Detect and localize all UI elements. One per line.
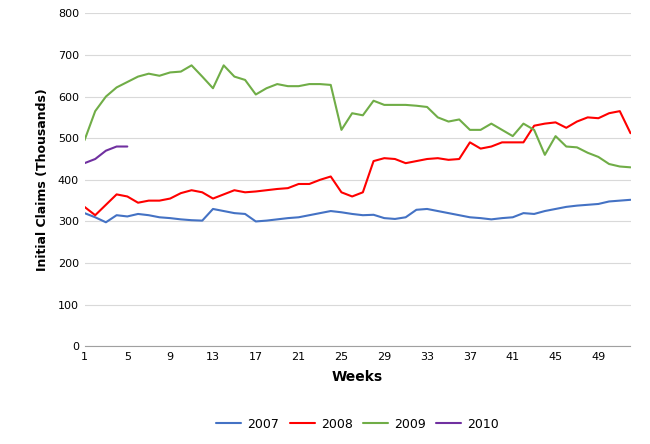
2009 xyxy=(188,63,196,68)
2008 xyxy=(445,157,452,163)
2008 xyxy=(91,213,99,218)
2009 xyxy=(423,104,431,110)
2009 xyxy=(627,165,634,170)
2007 xyxy=(595,201,603,206)
2009 xyxy=(284,83,292,89)
X-axis label: Weeks: Weeks xyxy=(332,370,383,384)
2009 xyxy=(81,138,88,143)
Line: 2007: 2007 xyxy=(84,200,630,222)
2009 xyxy=(124,79,131,85)
2008 xyxy=(627,131,634,136)
2008 xyxy=(81,204,88,210)
2008 xyxy=(284,186,292,191)
2009 xyxy=(445,119,452,124)
Line: 2008: 2008 xyxy=(84,111,630,215)
2007 xyxy=(445,210,452,216)
2010 xyxy=(102,148,110,153)
2009 xyxy=(348,111,356,116)
2008 xyxy=(423,156,431,162)
2010 xyxy=(81,161,88,166)
2010 xyxy=(112,144,120,149)
2007 xyxy=(627,197,634,202)
2008 xyxy=(134,200,142,206)
2008 xyxy=(616,108,624,114)
2007 xyxy=(102,220,110,225)
Line: 2010: 2010 xyxy=(84,147,127,163)
2007 xyxy=(348,211,356,217)
2010 xyxy=(124,144,131,149)
2008 xyxy=(348,194,356,199)
Line: 2009: 2009 xyxy=(84,65,630,167)
2008 xyxy=(380,155,388,161)
2007 xyxy=(81,210,88,216)
2010 xyxy=(91,156,99,162)
2007 xyxy=(134,211,142,217)
Legend: 2007, 2008, 2009, 2010: 2007, 2008, 2009, 2010 xyxy=(211,412,504,436)
2007 xyxy=(284,215,292,221)
2009 xyxy=(595,154,603,159)
2007 xyxy=(423,206,431,212)
Y-axis label: Initial Claims (Thousands): Initial Claims (Thousands) xyxy=(36,88,49,271)
